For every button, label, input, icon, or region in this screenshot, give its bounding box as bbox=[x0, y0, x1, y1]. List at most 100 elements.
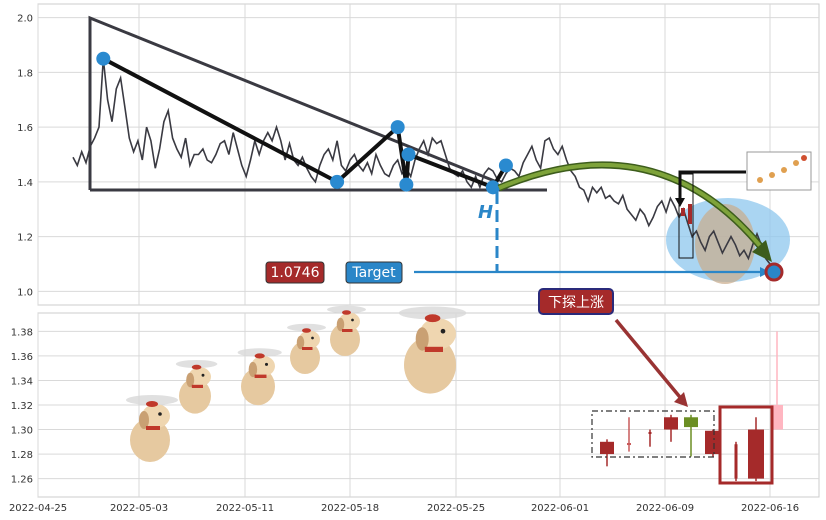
x-tick-label: 2022-04-25 bbox=[9, 503, 67, 514]
dog-head bbox=[188, 367, 211, 387]
upper-y-tick-label: 2.0 bbox=[17, 14, 33, 25]
x-tick-label: 2022-05-25 bbox=[427, 503, 485, 514]
target-label-box bbox=[345, 261, 403, 284]
dog-ear bbox=[248, 361, 258, 378]
dog-eye bbox=[440, 328, 446, 334]
dog-eye bbox=[311, 336, 314, 340]
connector-line bbox=[678, 170, 746, 200]
dog-head bbox=[142, 404, 170, 428]
upper-y-tick-label: 1.6 bbox=[17, 123, 33, 134]
forecast-arrow-head bbox=[752, 240, 772, 262]
annotation-box bbox=[538, 288, 614, 315]
propeller-blade bbox=[175, 360, 218, 368]
propeller-hat bbox=[342, 310, 351, 315]
pivot-point bbox=[401, 147, 416, 162]
dog-head bbox=[339, 312, 360, 331]
candle-body bbox=[664, 417, 678, 430]
thumbnail-sketch bbox=[757, 155, 807, 183]
mini-candle-box bbox=[678, 173, 694, 259]
dog-ear bbox=[415, 327, 429, 351]
target-point bbox=[764, 262, 784, 282]
candle-body bbox=[748, 429, 764, 479]
x-tick-label: 2022-06-09 bbox=[636, 503, 694, 514]
propeller-blade bbox=[126, 395, 178, 405]
candle-body bbox=[627, 443, 631, 446]
dog-illustration bbox=[237, 348, 282, 406]
propeller-blade bbox=[237, 348, 282, 357]
price-line-series bbox=[72, 58, 771, 265]
highlight-box bbox=[718, 405, 774, 485]
pivot-point bbox=[485, 180, 500, 195]
propeller-blade bbox=[398, 306, 467, 320]
thumbnail-frame bbox=[746, 151, 812, 191]
x-tick-label: 2022-06-16 bbox=[741, 503, 799, 514]
upper-y-tick-label: 1.4 bbox=[17, 178, 33, 189]
pivot-point bbox=[330, 174, 345, 189]
dog-ear bbox=[336, 317, 345, 332]
lower-y-tick-label: 1.32 bbox=[11, 401, 33, 412]
dog-collar bbox=[146, 426, 160, 430]
dog-eye bbox=[158, 412, 162, 416]
mini-candle-1 bbox=[681, 208, 685, 216]
pivot-point bbox=[399, 177, 414, 192]
dog-collar bbox=[254, 374, 267, 378]
lower-y-axis: 1.26 1.28 1.30 1.32 1.34 1.36 1.38 bbox=[11, 327, 33, 485]
x-tick-label: 2022-05-03 bbox=[110, 503, 168, 514]
candle-body bbox=[705, 430, 721, 455]
candle-body bbox=[684, 417, 698, 428]
decorative-dog-illustrations bbox=[126, 305, 467, 462]
annotation-label: 下探上涨 bbox=[548, 295, 604, 311]
propeller-hat bbox=[302, 328, 311, 333]
propeller-blade bbox=[287, 323, 326, 332]
dog-collar bbox=[424, 346, 443, 352]
dog-eye bbox=[351, 318, 354, 322]
dog-illustration bbox=[287, 323, 326, 374]
x-axis: 2022-04-25 2022-05-03 2022-05-11 2022-05-18… bbox=[9, 313, 799, 514]
pivot-point bbox=[96, 51, 111, 66]
x-tick-label: 2022-06-01 bbox=[531, 503, 589, 514]
lower-y-tick-label: 1.36 bbox=[11, 352, 33, 363]
dog-head bbox=[419, 318, 456, 350]
pivot-point bbox=[498, 158, 513, 173]
candle-body bbox=[734, 444, 738, 479]
price-label-box bbox=[265, 261, 325, 284]
x-tick-label: 2022-05-11 bbox=[216, 503, 274, 514]
dog-illustration bbox=[327, 305, 366, 356]
dog-illustration bbox=[398, 306, 467, 394]
dog-ear bbox=[139, 411, 149, 429]
lower-y-tick-label: 1.38 bbox=[11, 327, 33, 338]
pivot-point bbox=[390, 120, 405, 135]
x-tick-label: 2022-05-18 bbox=[321, 503, 379, 514]
candle-body bbox=[648, 431, 652, 434]
upper-y-tick-label: 1.2 bbox=[17, 233, 33, 244]
forecast-curve-arrow-fill bbox=[498, 162, 767, 254]
target-label: Target bbox=[351, 265, 396, 281]
dog-illustration bbox=[126, 395, 178, 462]
price-label: 1.0746 bbox=[271, 265, 320, 281]
mini-candle-2 bbox=[688, 204, 692, 224]
h-label: H bbox=[478, 202, 493, 223]
upper-y-tick-label: 1.8 bbox=[17, 68, 33, 79]
lower-y-tick-label: 1.28 bbox=[11, 450, 33, 461]
upper-y-tick-label: 1.0 bbox=[17, 287, 33, 298]
candle-body bbox=[600, 441, 614, 455]
dog-head bbox=[299, 330, 320, 349]
connector-arrow-head bbox=[675, 198, 685, 207]
propeller-hat bbox=[424, 314, 441, 323]
triangle-pattern bbox=[88, 15, 498, 190]
pivot-points bbox=[96, 51, 513, 195]
lower-y-tick-label: 1.34 bbox=[11, 376, 33, 387]
candlestick-series bbox=[600, 331, 783, 482]
dog-collar bbox=[302, 347, 313, 350]
dog-eye bbox=[264, 362, 269, 366]
upper-y-axis: 1.0 1.2 1.4 1.6 1.8 2.0 bbox=[17, 14, 33, 299]
propeller-hat bbox=[254, 353, 265, 359]
dog-collar bbox=[342, 329, 353, 332]
dog-head bbox=[251, 355, 275, 377]
dog-ear bbox=[296, 335, 305, 350]
dog-illustration bbox=[175, 360, 218, 414]
propeller-hat bbox=[191, 364, 202, 370]
annotation-arrow-head bbox=[674, 392, 688, 407]
candle-group-box bbox=[591, 410, 715, 458]
